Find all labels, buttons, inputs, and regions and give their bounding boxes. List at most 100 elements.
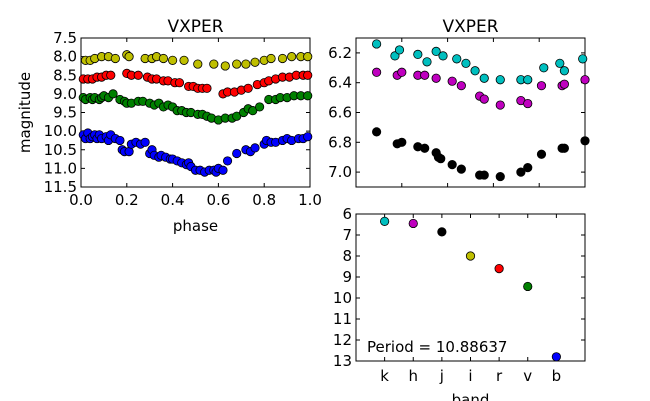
data-point xyxy=(559,79,569,89)
x-tick-label: 0.4 xyxy=(161,191,185,209)
data-point xyxy=(202,83,212,93)
chart-title: VXPER xyxy=(167,17,223,37)
y-tick-label: 7.0 xyxy=(328,163,352,181)
data-point xyxy=(559,143,569,153)
x-axis-label: phase xyxy=(173,217,218,235)
data-point xyxy=(452,54,462,64)
data-point xyxy=(222,156,233,166)
data-point xyxy=(193,59,203,69)
data-point xyxy=(179,55,189,65)
data-point xyxy=(287,52,297,62)
x-tick-label: v xyxy=(523,367,532,385)
x-axis-label: band xyxy=(452,391,490,401)
data-point xyxy=(479,94,489,104)
data-point xyxy=(232,59,242,69)
x-tick-label: k xyxy=(380,367,389,385)
y-tick-label: 7 xyxy=(342,226,352,244)
y-tick-label: 10 xyxy=(333,289,352,307)
data-point xyxy=(495,171,505,182)
data-point xyxy=(394,45,405,55)
y-tick-label: 11 xyxy=(333,310,352,328)
data-point xyxy=(220,61,230,71)
chart-title: VXPER xyxy=(442,17,498,37)
data-point xyxy=(303,132,313,142)
data-point xyxy=(447,76,457,86)
data-point xyxy=(380,216,390,226)
data-point xyxy=(303,70,313,80)
data-point xyxy=(578,54,588,64)
data-point xyxy=(397,137,407,147)
y-tick-label: 9 xyxy=(342,268,352,286)
y-tick-label: 10.0 xyxy=(44,122,77,140)
data-point xyxy=(580,75,590,85)
data-point xyxy=(523,75,533,85)
y-tick-label: 6.2 xyxy=(328,44,352,62)
y-tick-label: 12 xyxy=(333,331,352,349)
data-point xyxy=(124,52,134,62)
data-point xyxy=(479,170,489,180)
y-tick-label: 6 xyxy=(342,205,352,223)
data-point xyxy=(456,81,466,91)
data-point xyxy=(431,73,441,83)
x-tick-label: 1.0 xyxy=(298,191,322,209)
x-tick-label: 0.0 xyxy=(69,191,93,209)
data-point xyxy=(436,154,446,164)
x-tick-label: j xyxy=(439,367,444,385)
data-point xyxy=(420,70,430,80)
data-point xyxy=(174,78,185,88)
data-point xyxy=(539,63,549,73)
data-point xyxy=(250,143,260,153)
y-tick-label: 9.5 xyxy=(53,104,77,122)
y-tick-label: 6.8 xyxy=(328,133,352,151)
plot-frame xyxy=(355,37,586,188)
data-point xyxy=(108,89,118,99)
y-tick-label: 13 xyxy=(333,352,352,370)
y-tick-label: 8.5 xyxy=(53,66,77,84)
data-point xyxy=(241,59,251,69)
y-axis-label: magnitude xyxy=(16,72,34,153)
data-point xyxy=(397,67,407,77)
x-tick-label: 0.8 xyxy=(252,191,276,209)
data-point xyxy=(209,59,219,69)
data-point xyxy=(140,137,150,147)
data-point xyxy=(110,53,120,64)
data-point xyxy=(555,58,565,68)
x-tick-label: r xyxy=(496,367,503,385)
data-point xyxy=(106,70,116,80)
x-tick-label: 0.6 xyxy=(206,191,230,209)
x-tick-label: h xyxy=(408,367,418,385)
data-point xyxy=(372,127,382,137)
data-point xyxy=(372,39,382,49)
data-point xyxy=(408,218,418,229)
data-point xyxy=(495,75,505,85)
period-annotation: Period = 10.88637 xyxy=(367,338,507,356)
data-point xyxy=(559,66,569,76)
y-tick-label: 9.0 xyxy=(53,85,77,103)
data-point xyxy=(266,53,276,64)
data-point xyxy=(551,352,561,362)
data-point xyxy=(456,164,466,174)
data-point xyxy=(303,52,313,62)
data-point xyxy=(115,135,125,146)
y-tick-label: 7.5 xyxy=(53,29,77,47)
data-point xyxy=(303,91,313,101)
y-tick-label: 10.5 xyxy=(44,141,77,159)
data-point xyxy=(479,73,489,83)
y-tick-label: 8.0 xyxy=(53,48,77,66)
data-point xyxy=(437,227,447,237)
y-tick-label: 6.4 xyxy=(328,74,352,92)
data-point xyxy=(133,70,143,80)
data-point xyxy=(536,81,547,91)
data-point xyxy=(523,163,533,173)
data-point xyxy=(158,53,169,64)
x-tick-label: i xyxy=(468,367,472,385)
y-tick-label: 8 xyxy=(342,247,352,265)
data-point xyxy=(168,55,178,65)
data-point xyxy=(465,251,476,261)
y-tick-label: 11.5 xyxy=(44,178,77,196)
data-point xyxy=(431,46,441,57)
data-point xyxy=(422,57,432,67)
data-point xyxy=(413,49,423,59)
data-point xyxy=(447,160,457,170)
